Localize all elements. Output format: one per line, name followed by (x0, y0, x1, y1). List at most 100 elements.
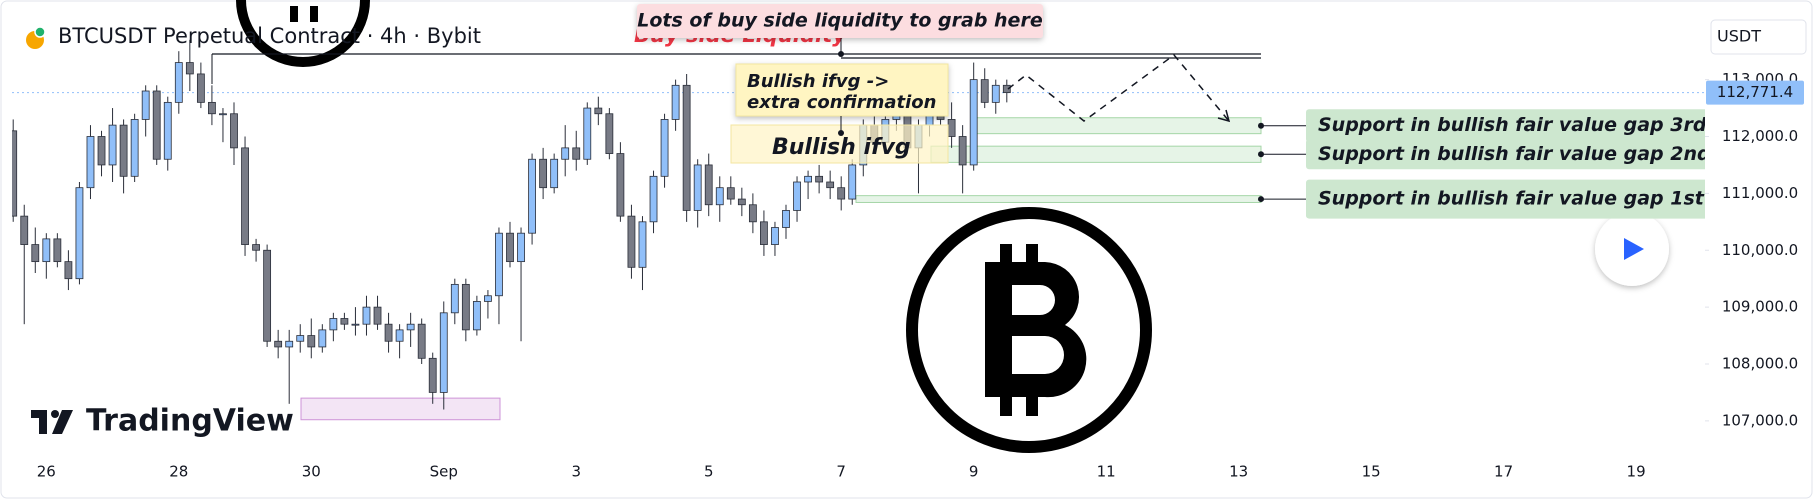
x-tick-label: 17 (1494, 463, 1513, 481)
last-price-label: 112,771.4 (1717, 83, 1793, 101)
candle-body (329, 318, 338, 331)
x-tick-label: 26 (37, 463, 56, 481)
candle-body (726, 187, 735, 200)
support-label: Support in bullish fair value gap 1st ti (1318, 188, 1727, 210)
candle-body (42, 238, 51, 263)
candle-body (12, 130, 18, 217)
support-box (1306, 139, 1705, 170)
top-logo-mark (290, 6, 298, 22)
candle-body (793, 181, 801, 211)
candle-body (594, 107, 603, 115)
candle-body (517, 232, 525, 263)
currency-box (1710, 19, 1807, 55)
support-box (1306, 179, 1705, 219)
candle-body (296, 335, 305, 342)
x-tick-label: 5 (704, 463, 714, 481)
candle-body (185, 62, 194, 75)
candle-body (307, 335, 316, 348)
candle-body (506, 232, 514, 263)
candle-body (208, 101, 216, 115)
candle-body (395, 329, 404, 342)
candle-body (461, 283, 470, 331)
candle-body (539, 158, 548, 189)
y-tick-label: 109,000.0 (1722, 298, 1798, 316)
candle-body (484, 295, 492, 302)
y-tick-label: 110,000.0 (1722, 241, 1798, 259)
candle-body (815, 175, 824, 183)
candle-body (75, 187, 84, 280)
candle-body (528, 158, 536, 234)
liquidity-dot (838, 51, 844, 58)
candle-body (495, 232, 503, 297)
candle-body (561, 147, 570, 160)
x-tick-label: 11 (1097, 463, 1116, 481)
ifvg-note: Bullish ifvg -> (747, 71, 889, 92)
support-label: Support in bullish fair value gap 3rd ti (1318, 114, 1729, 136)
candle-body (340, 318, 349, 325)
low-zone (300, 397, 501, 421)
liquidity-note: Lots of buy side liquidity to grab here (637, 10, 1043, 32)
candle-body (417, 323, 426, 359)
candle-body (274, 340, 283, 348)
candle-body (450, 283, 459, 314)
x-tick-label: 13 (1229, 463, 1248, 481)
candle-body (1002, 84, 1011, 94)
candle-body (97, 136, 106, 166)
y-tick-label: 112,000.0 (1722, 127, 1798, 145)
play-icon[interactable] (1624, 238, 1644, 260)
candle-body (174, 62, 183, 103)
top-logo-mark (310, 6, 318, 22)
support-zone (976, 117, 1262, 135)
play-button[interactable] (1595, 212, 1669, 286)
candle-body (638, 221, 647, 268)
x-tick-label: 15 (1362, 463, 1381, 481)
candle-body (108, 124, 117, 166)
candle-body (649, 175, 658, 223)
x-tick-label: 7 (836, 463, 846, 481)
support-dot (1258, 151, 1264, 158)
candle-body (219, 113, 227, 116)
candle-body (715, 187, 724, 206)
support-zone (930, 145, 1262, 163)
overlay: Buy side LiquidityLots of buy side liqui… (634, 4, 1043, 164)
candle-body (627, 215, 636, 268)
x-tick-label: 9 (969, 463, 979, 481)
x-tick-label: 30 (302, 463, 321, 481)
projection-path (1007, 53, 1230, 122)
candle-body (693, 164, 702, 211)
candle-body (241, 147, 249, 245)
candle-body (748, 204, 757, 223)
candle-body (439, 312, 448, 393)
support-dot (1258, 122, 1264, 129)
candle-body (318, 329, 327, 348)
candle-body (704, 164, 713, 206)
candle-body (616, 153, 625, 217)
currency: USDT (1717, 27, 1761, 46)
candle-body (837, 187, 846, 200)
x-tick-label: Sep (430, 463, 458, 481)
candle-body (682, 84, 691, 211)
projection-arrow (1217, 109, 1231, 123)
ifvg-dot (838, 130, 844, 136)
top-logo (236, 0, 370, 67)
support-label: Support in bullish fair value gap 2nd ti (1318, 143, 1733, 165)
candle-body (660, 119, 669, 177)
candle-body (119, 124, 128, 177)
candle-body (406, 323, 415, 331)
y-tick-label: 107,000.0 (1722, 411, 1798, 429)
tradingview-logo: TradingView (31, 404, 294, 439)
candle-body (472, 301, 481, 331)
candle-body (230, 113, 238, 149)
candle-body (991, 84, 1000, 103)
candle-body (737, 198, 746, 206)
x-tick-label: 19 (1627, 463, 1646, 481)
candle-body (130, 119, 139, 177)
candle-body (373, 306, 382, 325)
x-tick-label: 28 (169, 463, 188, 481)
candle-body (64, 261, 73, 280)
last-price-tag (1706, 80, 1804, 105)
candle-body (53, 238, 62, 263)
x-tick-label: 3 (571, 463, 581, 481)
candle-body (958, 136, 967, 166)
